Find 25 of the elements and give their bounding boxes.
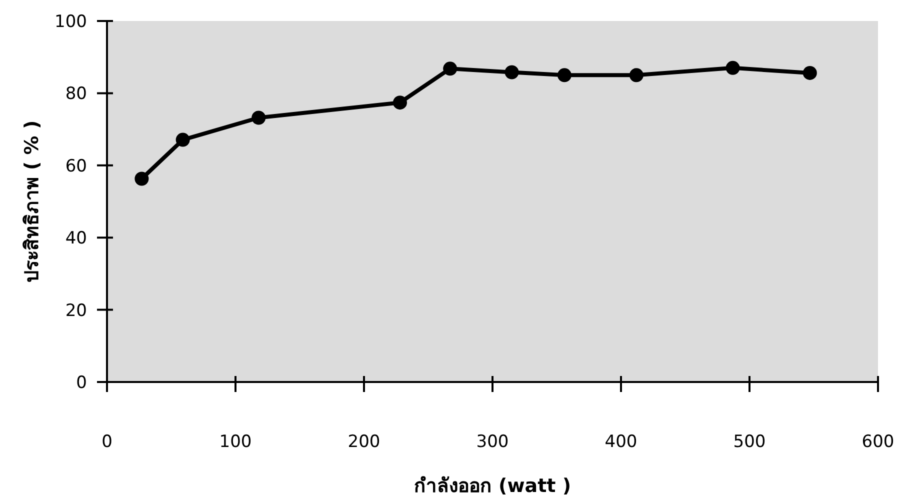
point <box>252 110 266 125</box>
x-tick-label: 400 <box>604 432 638 452</box>
y-tick-label: 40 <box>65 228 87 249</box>
x-tick-label: 300 <box>476 432 509 452</box>
x-tick-label: 100 <box>219 432 252 452</box>
x-axis-title: กำลังออก (watt ) <box>414 475 572 497</box>
point <box>443 62 458 76</box>
x-tick-label: 200 <box>348 432 380 452</box>
x-tick-label: 500 <box>733 432 766 452</box>
y-tick-label: 0 <box>76 373 87 393</box>
y-tick-label: 20 <box>65 300 87 321</box>
point <box>726 60 740 75</box>
point <box>392 96 407 110</box>
y-axis-title: ประสิทธิภาพ ( % ) <box>21 120 43 283</box>
y-tick-label: 100 <box>54 12 87 32</box>
point <box>176 132 190 147</box>
y-tick-label: 60 <box>65 156 87 176</box>
y-tick-label: 80 <box>65 84 87 104</box>
point <box>629 68 644 82</box>
point <box>557 68 572 82</box>
point <box>134 172 149 186</box>
x-tick-label: 600 <box>862 432 894 452</box>
point <box>802 66 817 80</box>
point <box>504 65 519 80</box>
x-tick-label: 0 <box>102 432 112 452</box>
